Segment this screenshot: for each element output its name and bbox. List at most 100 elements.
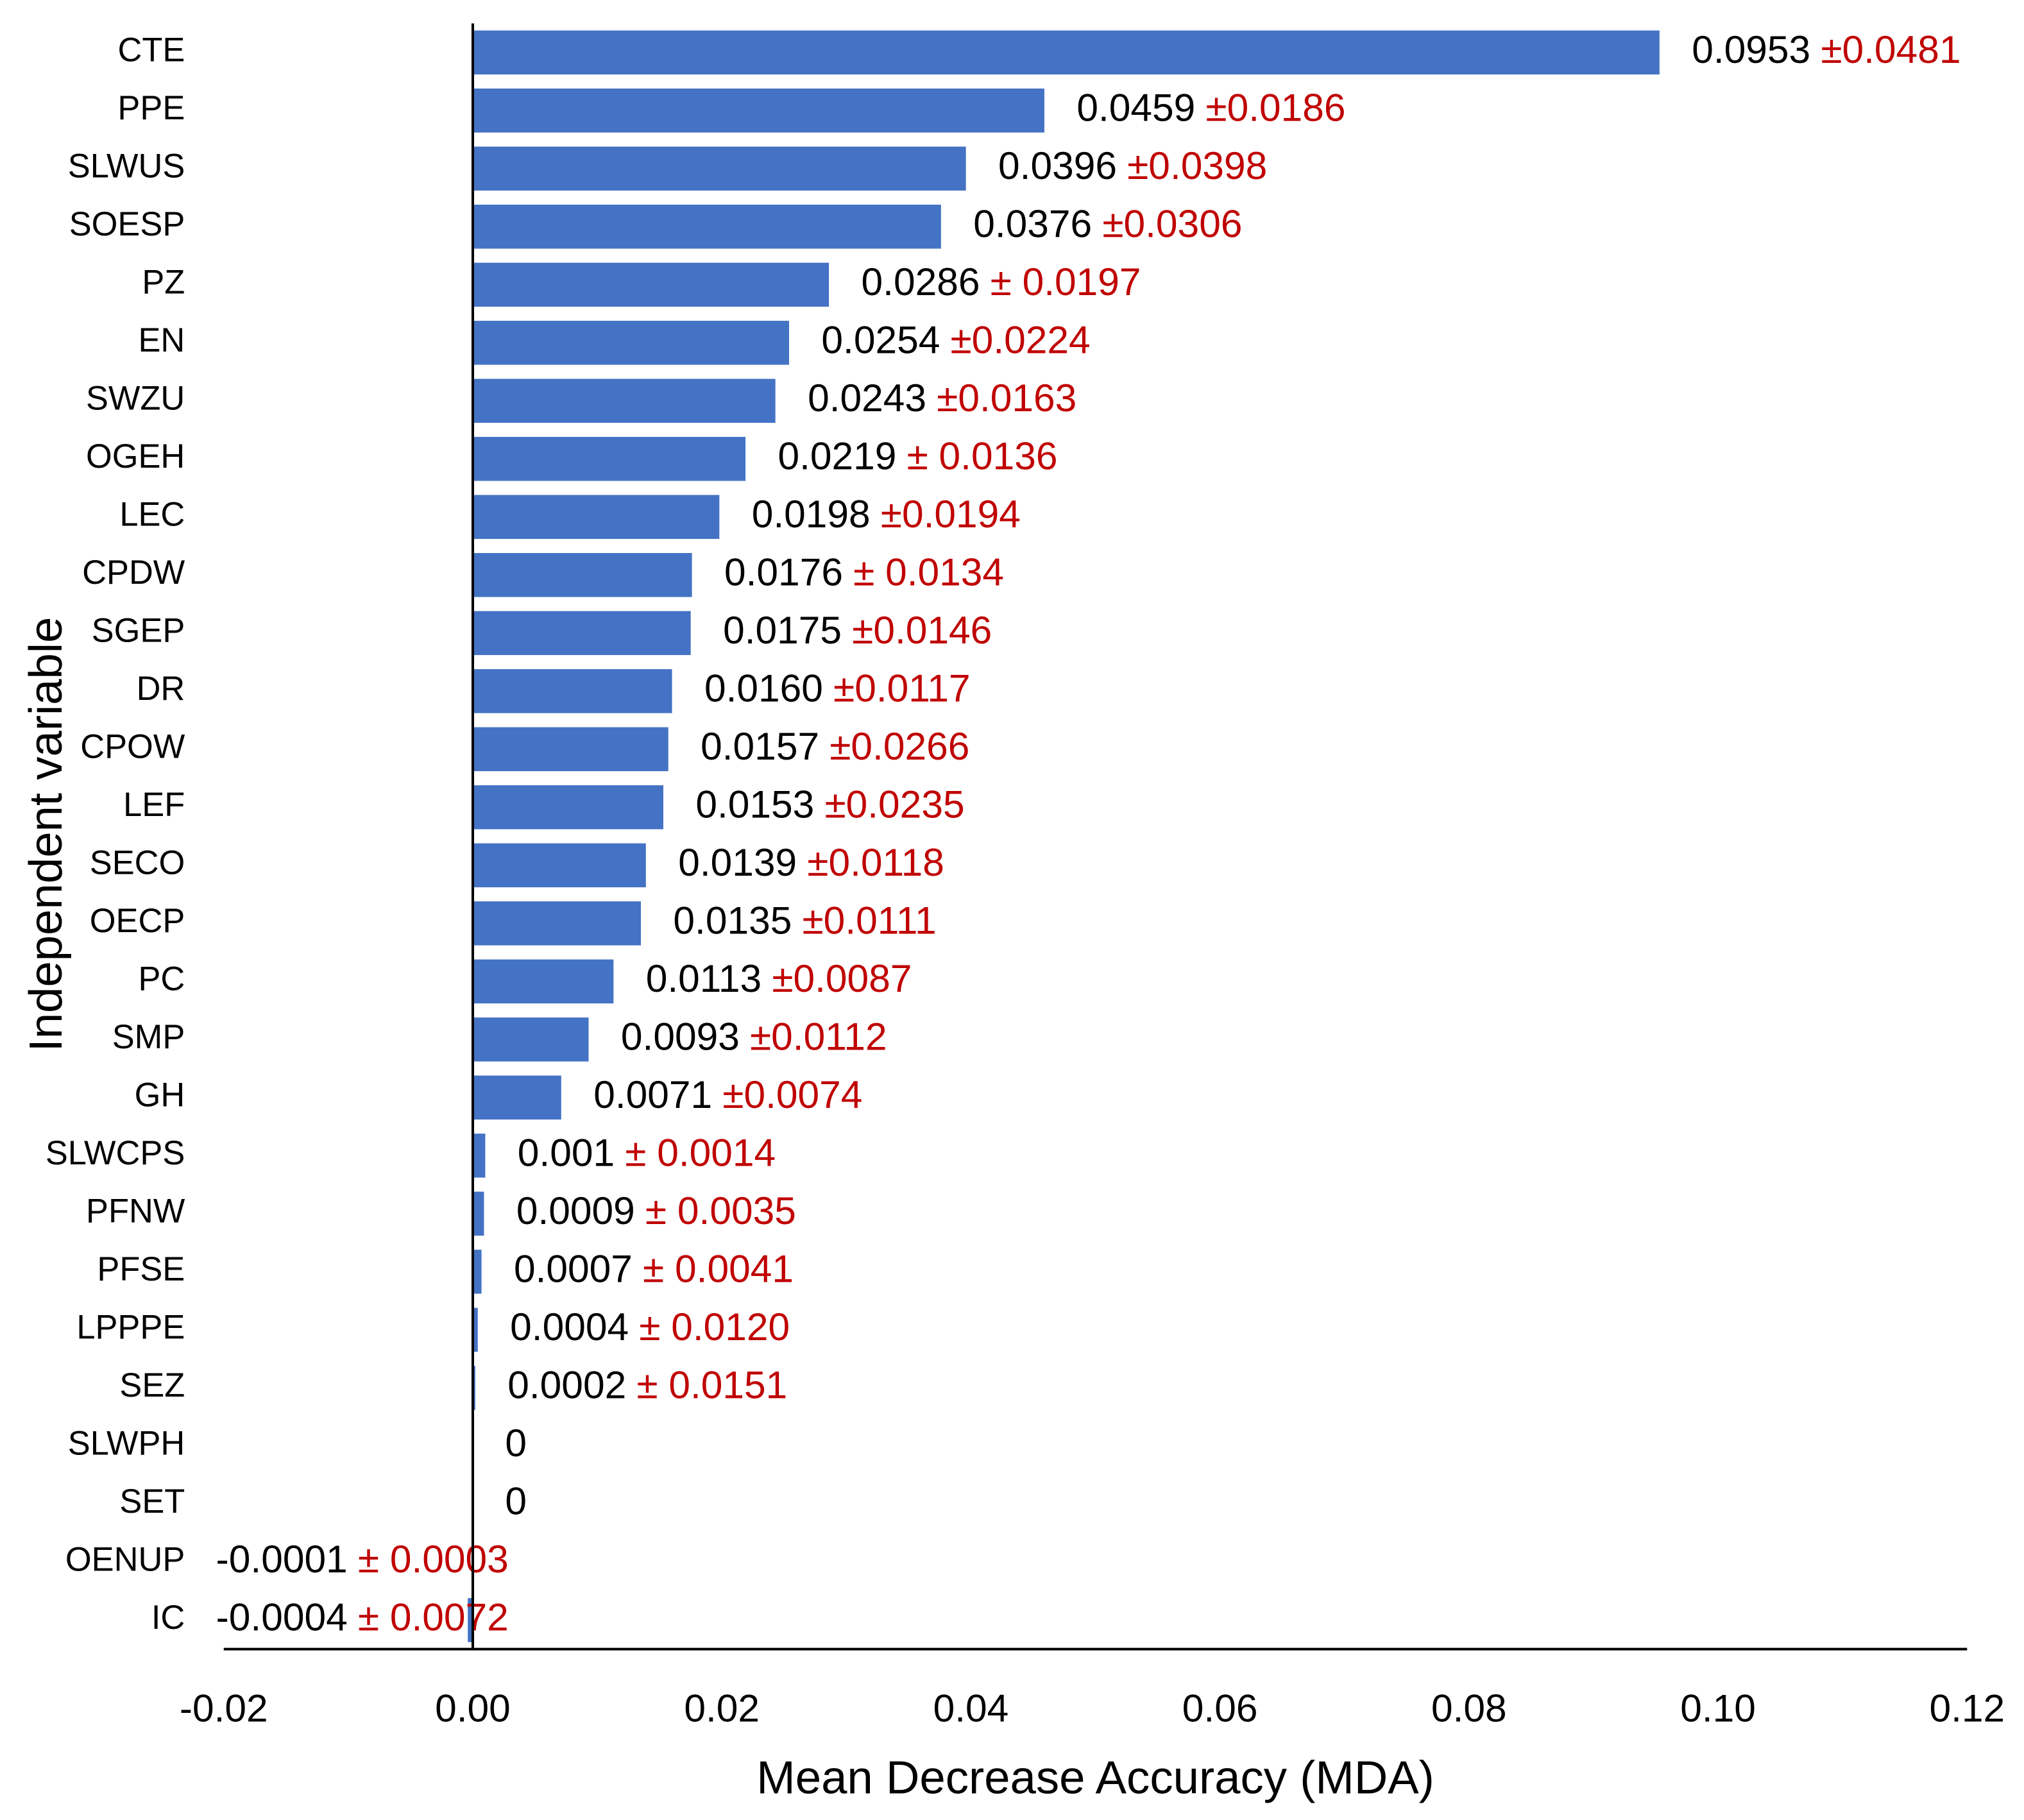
value-label: 0 xyxy=(505,1421,527,1465)
data-label: 0.0135 ±0.0111 xyxy=(673,898,936,942)
y-tick-label: SET xyxy=(119,1483,185,1520)
data-label: 0.0009 ± 0.0035 xyxy=(516,1189,796,1232)
data-label: 0.0198 ±0.0194 xyxy=(752,492,1021,536)
error-label: ±0.0117 xyxy=(833,666,971,710)
data-label: 0.0459 ±0.0186 xyxy=(1076,85,1345,129)
error-label: ± 0.0151 xyxy=(636,1363,787,1406)
x-tick-label: 0.00 xyxy=(435,1686,511,1730)
y-tick-label: OENUP xyxy=(65,1542,185,1579)
y-tick-label: EN xyxy=(138,322,185,359)
value-label: 0.0459 xyxy=(1076,85,1195,129)
bar xyxy=(472,1250,482,1294)
y-tick-label: LPPPE xyxy=(76,1309,185,1347)
y-tick-label: OECP xyxy=(90,903,185,940)
y-tick-label: PFNW xyxy=(86,1193,185,1230)
data-label: 0.0160 ±0.0117 xyxy=(704,666,971,710)
y-tick-label: PPE xyxy=(117,90,185,127)
value-label: 0.0135 xyxy=(673,898,792,942)
bar xyxy=(472,1134,486,1178)
bar xyxy=(472,1307,478,1352)
data-label: 0.0286 ± 0.0197 xyxy=(862,260,1141,303)
bar xyxy=(472,437,746,481)
y-tick-label: SLWCPS xyxy=(46,1135,185,1172)
value-label: 0.0160 xyxy=(704,666,823,710)
x-tick-label: 0.06 xyxy=(1182,1686,1258,1730)
value-label: 0.0153 xyxy=(695,782,814,826)
y-tick-label: CPOW xyxy=(80,729,185,766)
x-tick-label: -0.02 xyxy=(180,1686,268,1730)
error-label: ±0.0194 xyxy=(881,492,1021,536)
value-label: 0.0113 xyxy=(646,957,761,1000)
bar xyxy=(472,321,790,365)
value-label: 0.0004 xyxy=(510,1305,629,1348)
value-label: 0.0007 xyxy=(514,1246,633,1290)
bar xyxy=(472,843,646,888)
x-tick-label: 0.04 xyxy=(933,1686,1009,1730)
bar xyxy=(472,959,614,1004)
y-tick-label: CPDW xyxy=(82,554,185,591)
error-label: ±0.0074 xyxy=(722,1073,862,1116)
value-label: 0.0009 xyxy=(516,1189,635,1232)
error-label: ±0.0306 xyxy=(1102,201,1242,245)
y-tick-label: LEC xyxy=(119,497,185,534)
error-label: ±0.0398 xyxy=(1127,144,1267,187)
error-label: ±0.0163 xyxy=(937,376,1076,420)
data-label: -0.0001 ± 0.0003 xyxy=(216,1537,509,1581)
y-tick-label: DR xyxy=(137,670,185,708)
error-label: ± 0.0014 xyxy=(625,1130,776,1174)
value-label: 0.0139 xyxy=(678,840,797,884)
error-label: ± 0.0041 xyxy=(643,1246,794,1290)
y-tick-label: SEZ xyxy=(119,1367,185,1404)
y-axis-title: Independent variable xyxy=(20,617,72,1052)
bar xyxy=(472,89,1044,133)
error-label: ±0.0481 xyxy=(1821,28,1960,71)
data-label: 0.0243 ±0.0163 xyxy=(808,376,1076,420)
value-label: 0.0071 xyxy=(593,1073,712,1116)
error-label: ±0.0235 xyxy=(824,782,964,826)
error-label: ±0.0146 xyxy=(852,608,992,652)
bar xyxy=(472,785,663,829)
data-label: 0.0002 ± 0.0151 xyxy=(507,1363,787,1406)
error-label: ±0.0186 xyxy=(1205,85,1345,129)
error-label: ± 0.0120 xyxy=(639,1305,790,1348)
error-label: ± 0.0003 xyxy=(358,1537,509,1581)
bar xyxy=(472,669,672,713)
data-label: 0 xyxy=(505,1421,527,1465)
x-tick-label: 0.12 xyxy=(1929,1686,2005,1730)
value-label: 0.0286 xyxy=(862,260,980,303)
bar xyxy=(472,1075,561,1120)
data-label: 0.0376 ±0.0306 xyxy=(973,201,1242,245)
error-label: ± 0.0134 xyxy=(853,550,1004,593)
value-label: -0.0004 xyxy=(216,1595,348,1638)
bar xyxy=(468,1598,473,1642)
y-tick-label: PFSE xyxy=(97,1251,185,1288)
data-label: 0.0176 ± 0.0134 xyxy=(724,550,1004,593)
y-tick-label: PC xyxy=(138,961,185,998)
value-label: 0 xyxy=(505,1479,527,1522)
data-label: 0.0071 ±0.0074 xyxy=(593,1073,862,1116)
bar xyxy=(472,495,720,540)
y-tick-label: SGEP xyxy=(92,613,185,650)
data-label: 0.0153 ±0.0235 xyxy=(695,782,964,826)
value-label: 0.0176 xyxy=(724,550,843,593)
y-tick-label: PZ xyxy=(142,264,185,302)
data-label: 0.0219 ± 0.0136 xyxy=(778,434,1057,477)
value-label: 0.0002 xyxy=(507,1363,626,1406)
value-label: 0.0396 xyxy=(998,144,1117,187)
x-tick-label: 0.02 xyxy=(684,1686,760,1730)
x-tick-label: 0.10 xyxy=(1680,1686,1756,1730)
value-label: 0.0093 xyxy=(621,1014,740,1058)
bar xyxy=(472,378,776,423)
data-label: 0.0953 ±0.0481 xyxy=(1692,28,1960,71)
value-label: 0.0243 xyxy=(808,376,926,420)
bar xyxy=(472,553,692,597)
y-tick-label: SLWPH xyxy=(68,1425,185,1463)
bar xyxy=(472,146,966,191)
data-label: 0.001 ± 0.0014 xyxy=(518,1130,776,1174)
error-label: ±0.0087 xyxy=(772,957,912,1000)
error-label: ± 0.0035 xyxy=(645,1189,796,1232)
y-tick-label: SOESP xyxy=(69,206,185,243)
value-label: 0.0376 xyxy=(973,201,1092,245)
bar xyxy=(472,727,668,772)
